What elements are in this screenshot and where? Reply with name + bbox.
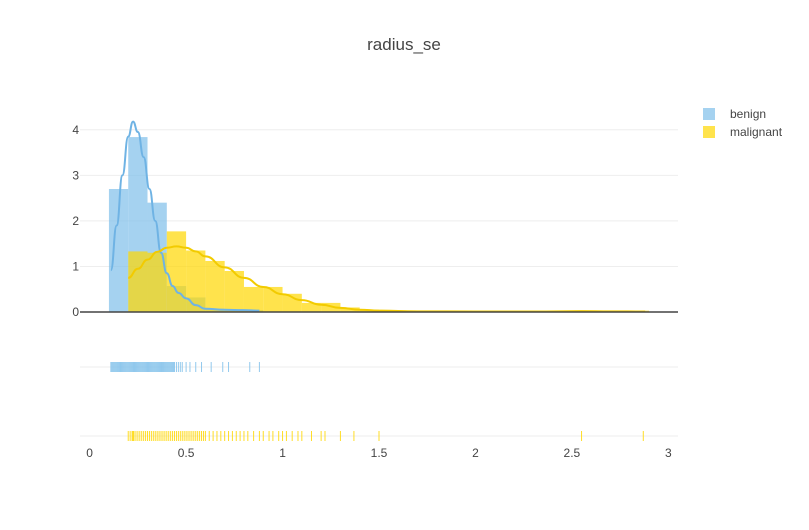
chart-title: radius_se <box>367 35 441 54</box>
y-tick-label: 4 <box>72 123 79 137</box>
histogram-bar-malignant <box>321 302 341 312</box>
histogram-bar-malignant <box>166 231 187 312</box>
histogram-bar-malignant <box>186 250 206 312</box>
y-tick-label: 3 <box>72 168 79 182</box>
histogram-bar-malignant <box>282 293 302 312</box>
legend-label-benign: benign <box>730 107 766 121</box>
kde-curve-benign <box>109 120 260 312</box>
histogram-bar-malignant <box>224 271 244 312</box>
legend-swatch-benign <box>703 108 715 120</box>
histogram-bar-malignant <box>147 252 167 312</box>
legend-label-malignant: malignant <box>730 125 783 139</box>
histogram-bar-malignant <box>301 302 322 312</box>
y-tick-label: 2 <box>72 214 79 228</box>
axes-layer: 0 1 2 3 4 0 0.5 1 1.5 2 2.5 3 <box>72 123 678 460</box>
y-tick-label: 0 <box>72 305 79 319</box>
rug-layer <box>110 362 644 441</box>
x-tick-label: 2 <box>472 446 479 460</box>
x-tick-label: 0 <box>86 446 93 460</box>
bars-layer <box>108 137 650 312</box>
y-tick-label: 1 <box>72 259 79 273</box>
legend-swatch-malignant <box>703 126 715 138</box>
legend[interactable]: benign malignant <box>703 107 783 139</box>
histogram-bar-malignant <box>205 260 225 312</box>
x-tick-label: 1 <box>279 446 286 460</box>
x-tick-label: 2.5 <box>564 446 581 460</box>
legend-item-malignant[interactable]: malignant <box>703 125 783 139</box>
x-tick-label: 0.5 <box>178 446 195 460</box>
histogram-bar-malignant <box>243 286 264 312</box>
histogram-bar-malignant <box>128 251 148 312</box>
x-tick-label: 3 <box>665 446 672 460</box>
x-tick-label: 1.5 <box>371 446 388 460</box>
histogram-bar-benign <box>108 189 129 312</box>
legend-item-benign[interactable]: benign <box>703 107 766 121</box>
